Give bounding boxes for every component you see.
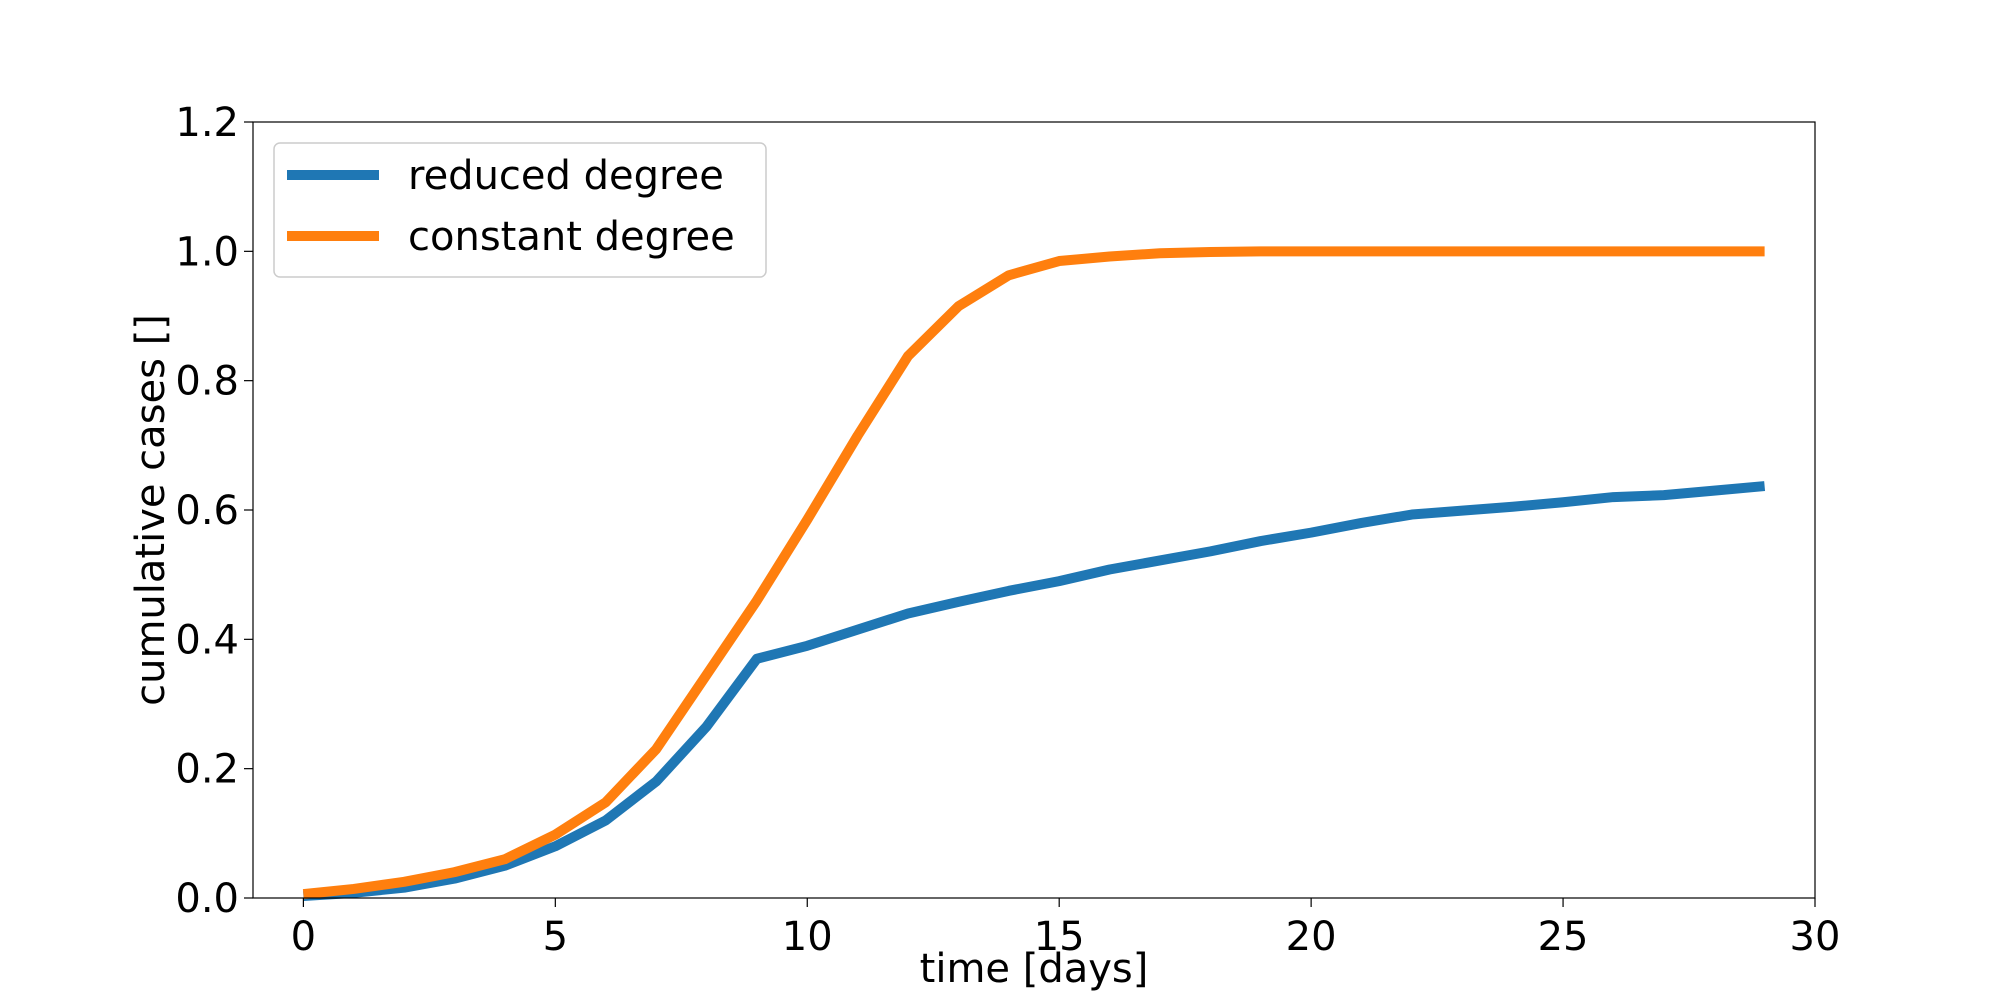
series-line-1 (302, 246, 1765, 900)
y-tick-label: 0.0 (175, 876, 239, 922)
x-tick-label: 30 (1790, 914, 1841, 960)
y-tick-label: 0.2 (175, 747, 239, 793)
x-tick-label: 10 (782, 914, 833, 960)
x-tick-label: 0 (291, 914, 316, 960)
x-tick-label: 25 (1538, 914, 1589, 960)
y-axis-ticks: 0.0 0.2 0.4 0.6 0.8 1.0 1.2 (175, 100, 253, 922)
legend-box (273, 142, 767, 278)
x-tick-label: 15 (1034, 914, 1085, 960)
y-tick-label: 1.2 (175, 100, 239, 146)
legend-label-1: constant degree (408, 214, 735, 260)
y-tick-label: 0.4 (175, 617, 239, 663)
legend: reduced degree constant degree (273, 142, 767, 278)
legend-label-0: reduced degree (408, 153, 724, 199)
series-layer (302, 246, 1766, 902)
y-axis-label: cumulative cases [] (128, 314, 174, 706)
x-axis-ticks: 0 5 10 15 20 25 30 (291, 898, 1841, 960)
series-line-0 (303, 481, 1766, 902)
x-tick-label: 20 (1286, 914, 1337, 960)
y-tick-label: 0.6 (175, 488, 239, 534)
x-tick-label: 5 (543, 914, 568, 960)
x-axis-label: time [days] (920, 946, 1149, 992)
y-tick-label: 0.8 (175, 359, 239, 405)
y-tick-label: 1.0 (175, 229, 239, 275)
